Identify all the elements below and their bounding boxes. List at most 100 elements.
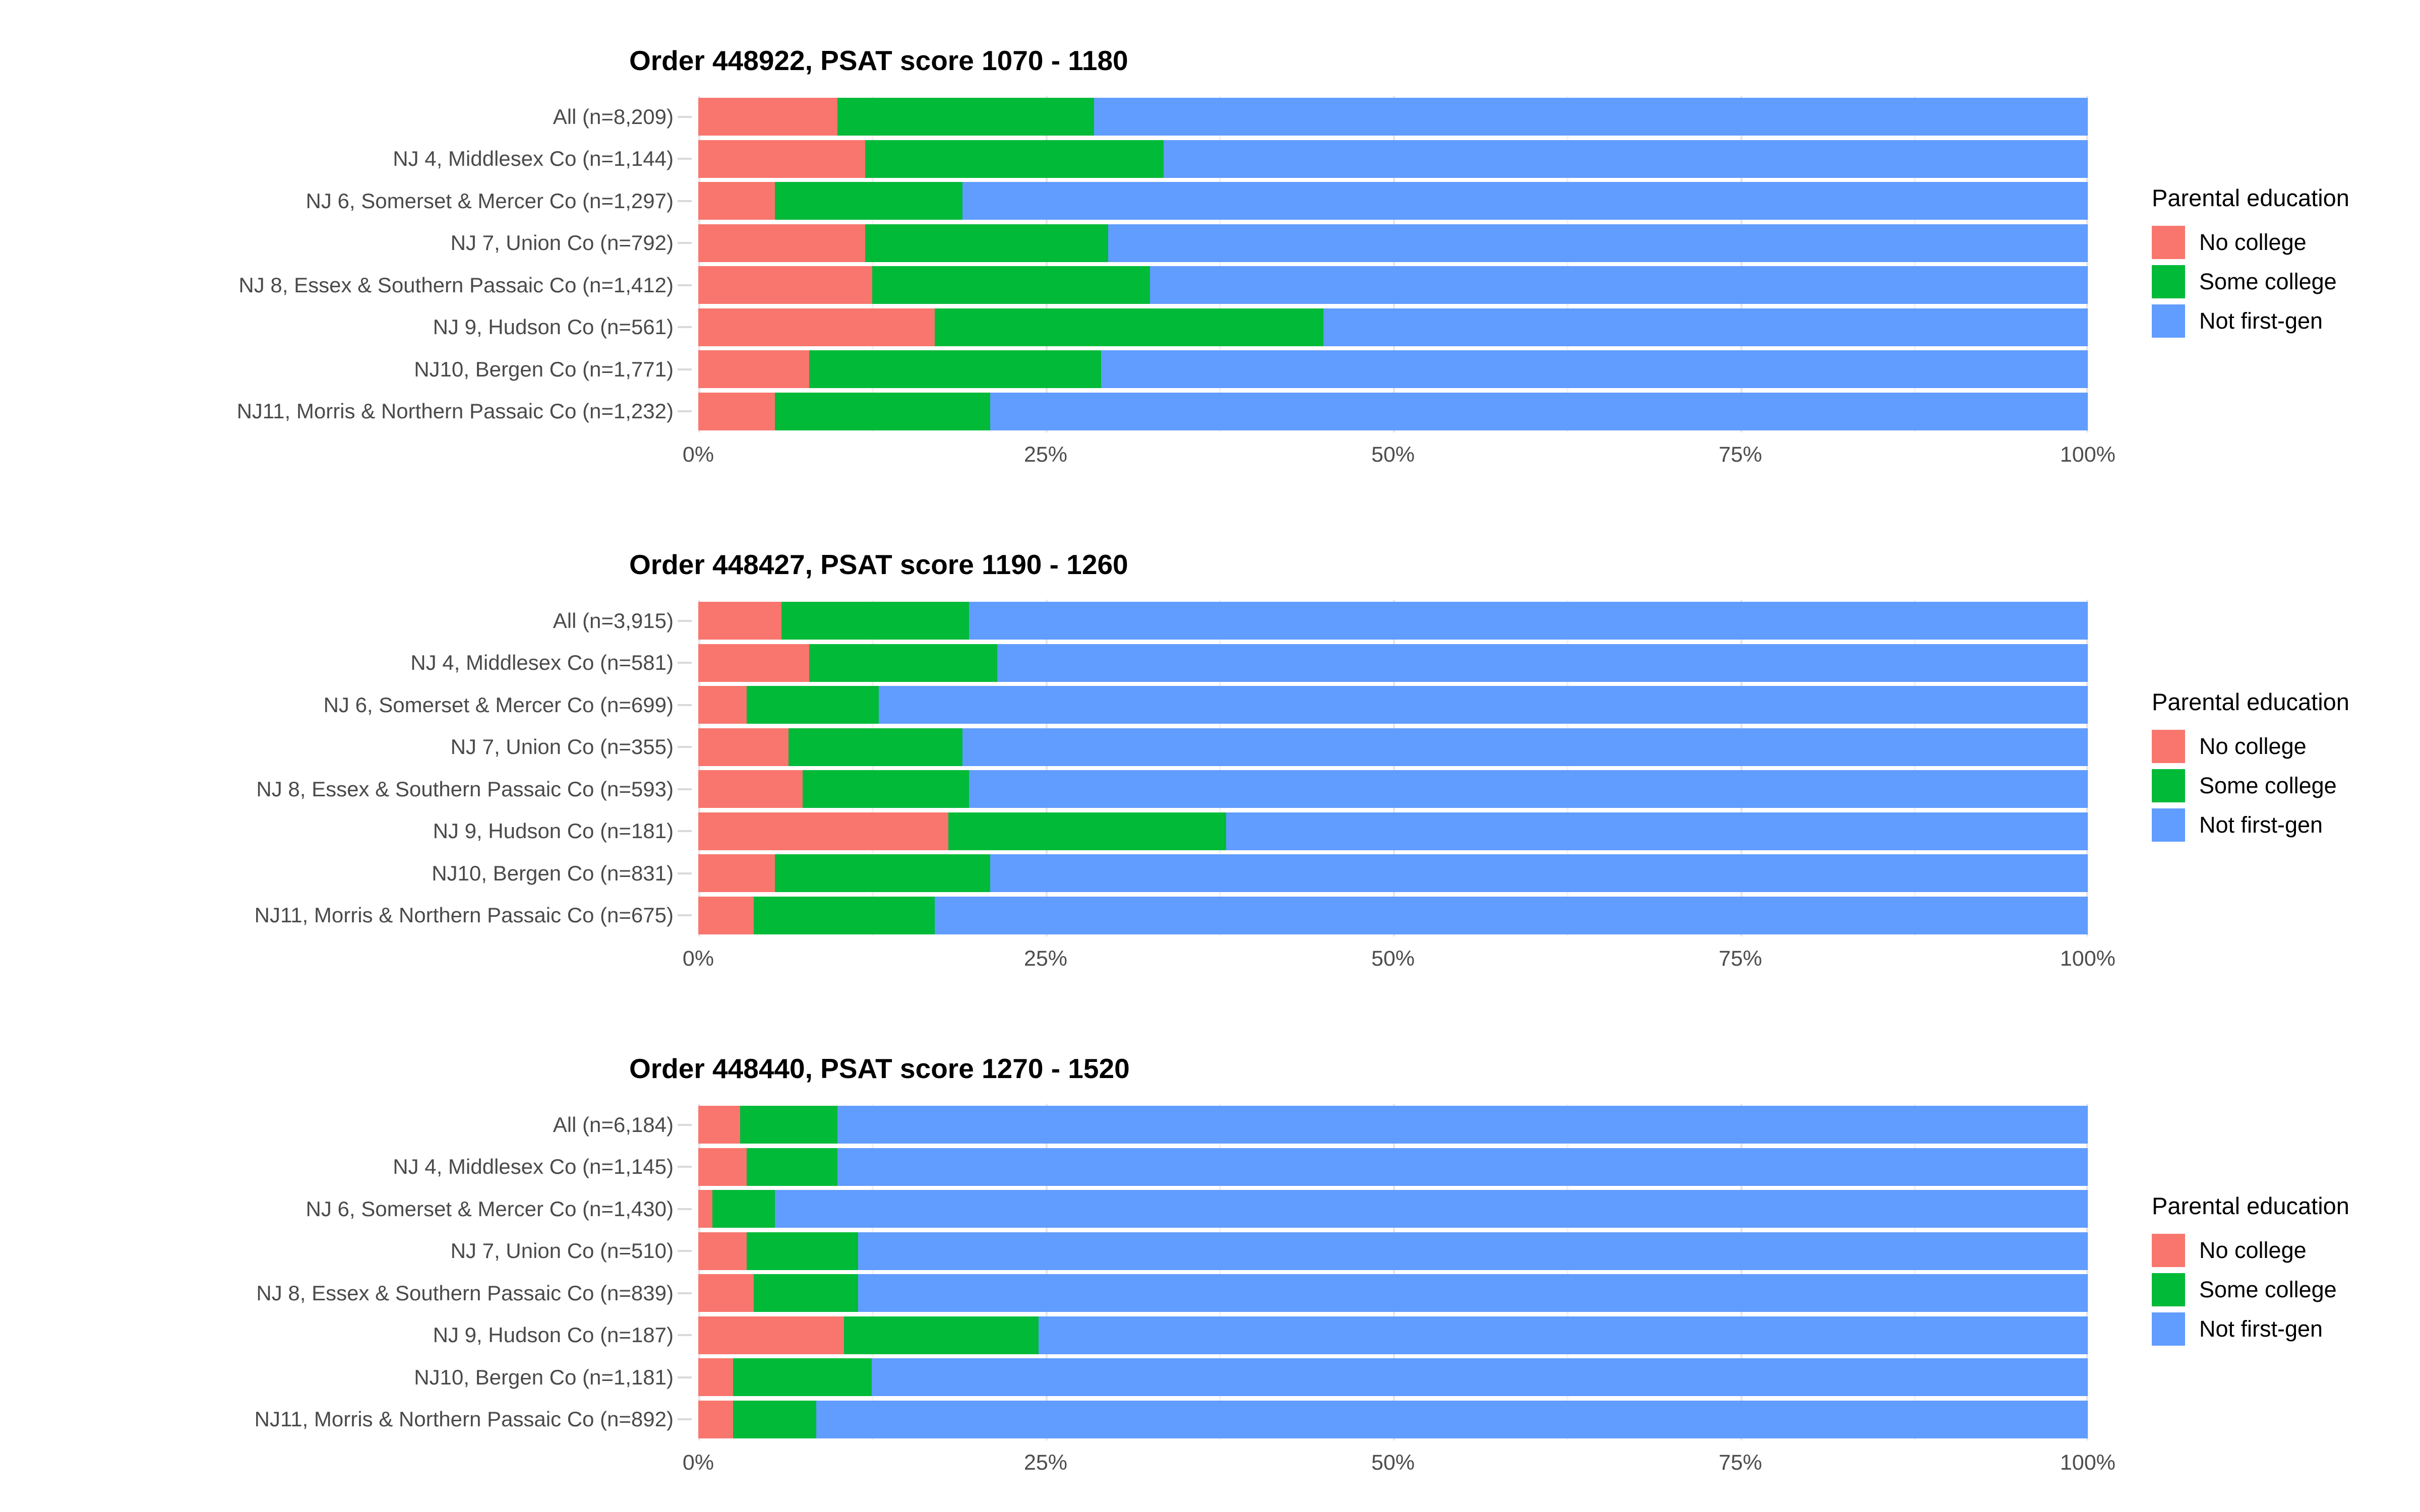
x-tick-label: 100% bbox=[2060, 947, 2115, 971]
stacked-bar bbox=[698, 140, 2088, 178]
legend-swatch bbox=[2152, 304, 2185, 338]
legend-swatch bbox=[2152, 226, 2185, 259]
segment-some-college bbox=[809, 644, 997, 682]
segment-not-first-gen bbox=[962, 182, 2088, 220]
y-tick-mark bbox=[678, 872, 692, 874]
row-label: NJ 9, Hudson Co (n=187) bbox=[433, 1323, 674, 1347]
segment-not-first-gen bbox=[837, 1106, 2088, 1144]
stacked-bar bbox=[698, 644, 2088, 682]
stacked-bar bbox=[698, 182, 2088, 220]
segment-no-college bbox=[698, 1106, 740, 1144]
bar-row: NJ11, Morris & Northern Passaic Co (n=1,… bbox=[0, 391, 2090, 433]
rows: All (n=6,184) NJ 4, Middlesex Co (n=1,14… bbox=[0, 1104, 2090, 1440]
segment-not-first-gen bbox=[997, 644, 2088, 682]
chart-psat-1190-1260: Order 448427, PSAT score 1190 - 1260 All… bbox=[0, 504, 2420, 1008]
x-tick-label: 0% bbox=[682, 947, 714, 971]
row-label: NJ 8, Essex & Southern Passaic Co (n=593… bbox=[256, 777, 674, 801]
bar-row: NJ10, Bergen Co (n=831) bbox=[0, 852, 2090, 895]
legend-swatch bbox=[2152, 769, 2185, 802]
row-label: NJ11, Morris & Northern Passaic Co (n=67… bbox=[254, 903, 674, 927]
segment-no-college bbox=[698, 1274, 754, 1312]
bar-row: NJ10, Bergen Co (n=1,181) bbox=[0, 1356, 2090, 1399]
y-tick-mark bbox=[678, 1208, 692, 1210]
rows: All (n=3,915) NJ 4, Middlesex Co (n=581)… bbox=[0, 600, 2090, 936]
bar-row: NJ 7, Union Co (n=792) bbox=[0, 222, 2090, 265]
row-label: NJ 8, Essex & Southern Passaic Co (n=1,4… bbox=[238, 273, 674, 297]
legend: Parental education No college Some colle… bbox=[2152, 688, 2420, 848]
y-tick-mark bbox=[678, 115, 692, 118]
segment-not-first-gen bbox=[990, 854, 2088, 893]
segment-not-first-gen bbox=[1108, 224, 2088, 262]
segment-not-first-gen bbox=[858, 1274, 2088, 1312]
legend-title: Parental education bbox=[2152, 1192, 2349, 1219]
bar-row: NJ 4, Middlesex Co (n=581) bbox=[0, 642, 2090, 684]
segment-not-first-gen bbox=[1226, 812, 2088, 850]
segment-no-college bbox=[698, 1358, 733, 1397]
segment-some-college bbox=[872, 266, 1150, 304]
legend-swatch bbox=[2152, 1312, 2185, 1346]
stacked-bar bbox=[698, 1106, 2088, 1144]
row-label: NJ 6, Somerset & Mercer Co (n=1,430) bbox=[306, 1196, 674, 1221]
segment-some-college bbox=[781, 602, 970, 640]
y-tick-mark bbox=[678, 1123, 692, 1126]
stacked-bar bbox=[698, 728, 2088, 766]
x-tick-label: 75% bbox=[1718, 1451, 1763, 1475]
legend-title: Parental education bbox=[2152, 688, 2349, 715]
segment-no-college bbox=[698, 1316, 844, 1354]
chart-title: Order 448440, PSAT score 1270 - 1520 bbox=[629, 1053, 1130, 1084]
row-label: NJ 4, Middlesex Co (n=1,145) bbox=[393, 1155, 674, 1179]
stacked-bar bbox=[698, 1358, 2088, 1397]
y-tick-mark bbox=[678, 788, 692, 790]
legend-item: Some college bbox=[2152, 265, 2420, 298]
segment-no-college bbox=[698, 1148, 747, 1186]
stacked-bar bbox=[698, 1400, 2088, 1438]
segment-no-college bbox=[698, 1190, 712, 1228]
row-label: NJ 4, Middlesex Co (n=1,144) bbox=[393, 147, 674, 171]
segment-some-college bbox=[747, 1232, 858, 1270]
segment-not-first-gen bbox=[1039, 1316, 2088, 1354]
x-tick-label: 100% bbox=[2060, 1451, 2115, 1475]
segment-some-college bbox=[809, 350, 1102, 389]
x-tick-label: 75% bbox=[1718, 947, 1763, 971]
segment-no-college bbox=[698, 98, 837, 136]
bar-row: NJ10, Bergen Co (n=1,771) bbox=[0, 348, 2090, 391]
legend-swatch bbox=[2152, 265, 2185, 298]
chart-title: Order 448427, PSAT score 1190 - 1260 bbox=[629, 549, 1128, 580]
stacked-bar bbox=[698, 266, 2088, 304]
y-tick-mark bbox=[678, 1292, 692, 1294]
segment-not-first-gen bbox=[1101, 350, 2088, 389]
legend-item-label: Not first-gen bbox=[2199, 1316, 2323, 1342]
segment-some-college bbox=[774, 392, 990, 430]
y-tick-mark bbox=[678, 1376, 692, 1378]
segment-not-first-gen bbox=[872, 1358, 2088, 1397]
bar-row: NJ 6, Somerset & Mercer Co (n=1,430) bbox=[0, 1188, 2090, 1230]
segment-some-college bbox=[837, 98, 1095, 136]
segment-some-college bbox=[774, 182, 962, 220]
bar-row: All (n=3,915) bbox=[0, 600, 2090, 642]
bar-row: NJ 6, Somerset & Mercer Co (n=1,297) bbox=[0, 180, 2090, 222]
y-tick-mark bbox=[678, 830, 692, 833]
segment-not-first-gen bbox=[969, 770, 2088, 808]
segment-not-first-gen bbox=[1150, 266, 2088, 304]
segment-not-first-gen bbox=[837, 1148, 2088, 1186]
segment-no-college bbox=[698, 686, 747, 724]
bar-row: NJ 8, Essex & Southern Passaic Co (n=593… bbox=[0, 768, 2090, 810]
segment-some-college bbox=[747, 686, 879, 724]
legend-swatch bbox=[2152, 1234, 2185, 1267]
legend-item-label: Some college bbox=[2199, 773, 2337, 798]
bar-row: NJ 7, Union Co (n=355) bbox=[0, 726, 2090, 769]
segment-no-college bbox=[698, 140, 865, 178]
chart-psat-1070-1180: Order 448922, PSAT score 1070 - 1180 All… bbox=[0, 0, 2420, 504]
legend-items: No college Some college Not first-gen bbox=[2152, 226, 2420, 338]
row-label: All (n=6,184) bbox=[553, 1112, 674, 1137]
legend-item-label: No college bbox=[2199, 229, 2307, 255]
row-label: NJ10, Bergen Co (n=1,181) bbox=[414, 1365, 674, 1389]
y-tick-mark bbox=[678, 704, 692, 706]
x-tick-label: 100% bbox=[2060, 443, 2115, 467]
row-label: NJ 7, Union Co (n=792) bbox=[450, 231, 674, 255]
stacked-bar bbox=[698, 224, 2088, 262]
bar-row: NJ11, Morris & Northern Passaic Co (n=67… bbox=[0, 895, 2090, 937]
x-axis: 0% 25% 50% 75% 100% bbox=[683, 947, 2115, 977]
chart-title: Order 448922, PSAT score 1070 - 1180 bbox=[629, 45, 1128, 76]
